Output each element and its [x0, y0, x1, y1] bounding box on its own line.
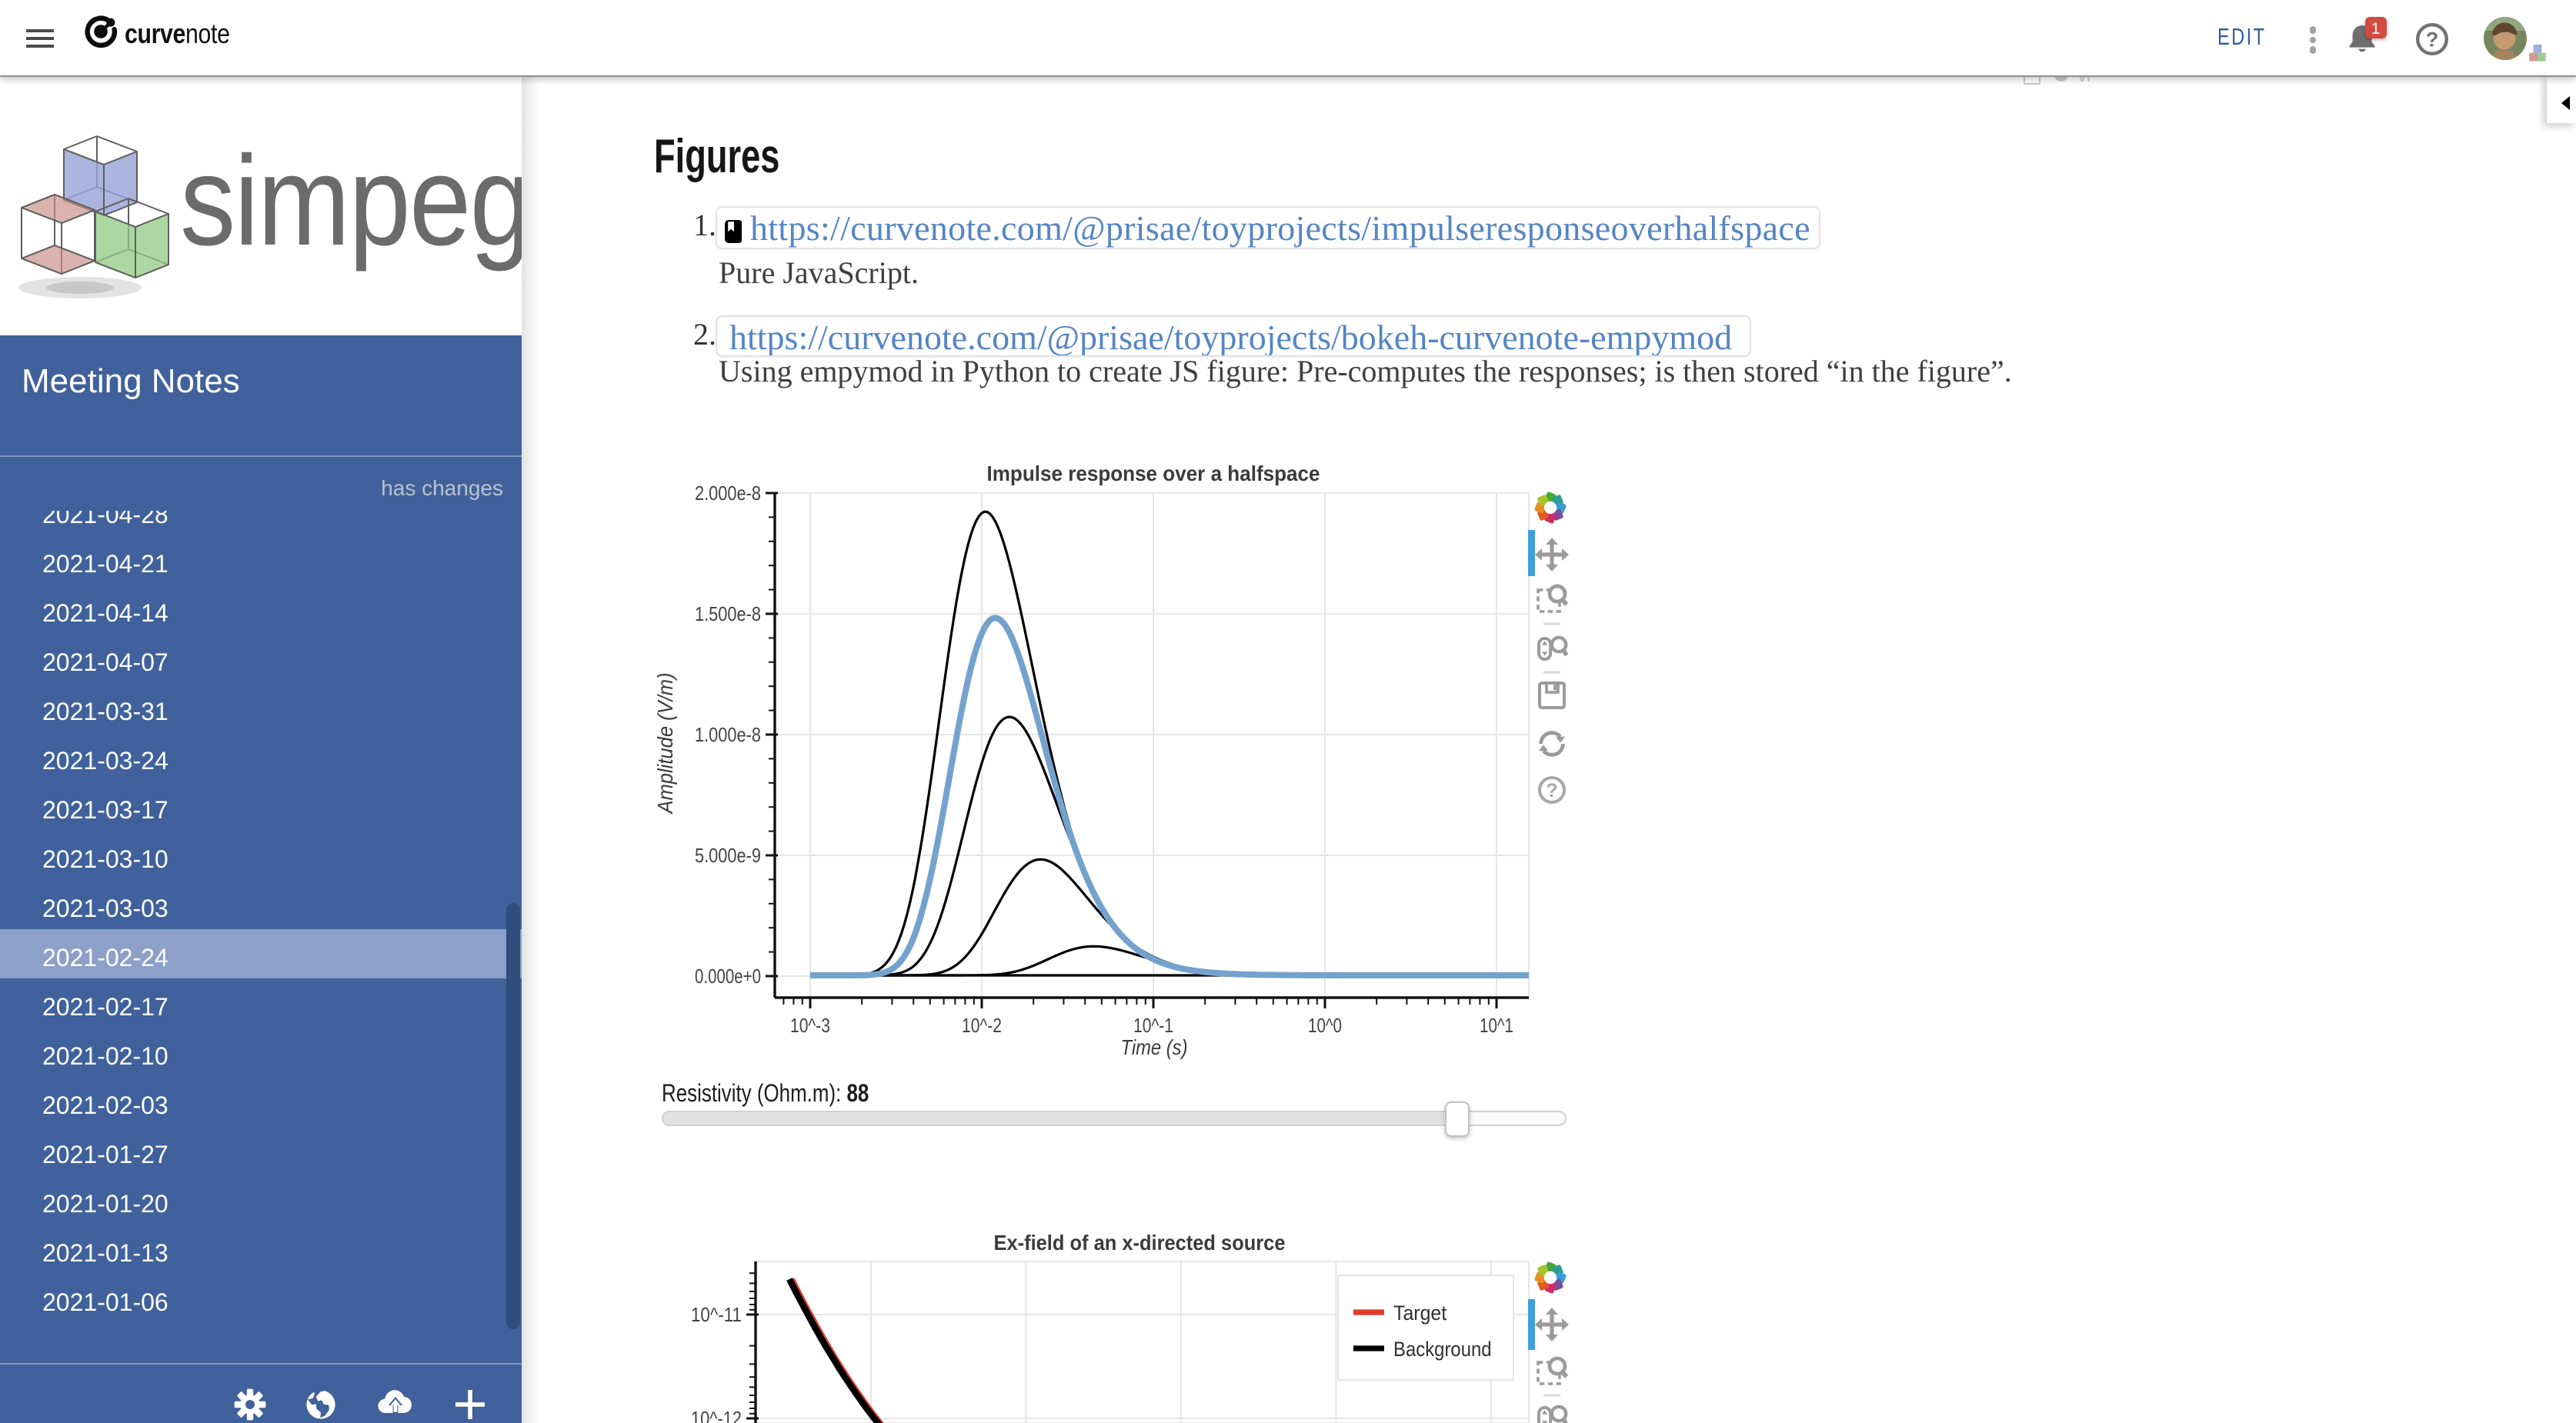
svg-text:0.000e+0: 0.000e+0 [695, 965, 761, 988]
svg-text:10^-11: 10^-11 [691, 1303, 742, 1326]
svg-text:Amplitude (V/m): Amplitude (V/m) [653, 673, 677, 815]
svg-text:10^-2: 10^-2 [962, 1014, 1002, 1037]
svg-text:10^-1: 10^-1 [1133, 1014, 1173, 1037]
svg-text:Time (s): Time (s) [1121, 1035, 1188, 1059]
svg-text:10^-12: 10^-12 [691, 1407, 742, 1423]
svg-text:10^-3: 10^-3 [790, 1014, 830, 1037]
svg-text:2.000e-8: 2.000e-8 [695, 482, 761, 505]
svg-text:10^1: 10^1 [1480, 1014, 1513, 1037]
svg-text:Background: Background [1393, 1338, 1492, 1361]
svg-text:5.000e-9: 5.000e-9 [695, 844, 761, 867]
svg-text:10^0: 10^0 [1308, 1014, 1342, 1037]
svg-text:1.000e-8: 1.000e-8 [695, 723, 761, 746]
svg-text:?: ? [2426, 28, 2439, 51]
svg-text:Ex-field of an x-directed sour: Ex-field of an x-directed source [994, 1231, 1286, 1255]
svg-text:Target: Target [1393, 1301, 1447, 1325]
svg-text:1.500e-8: 1.500e-8 [695, 602, 761, 625]
svg-text:Impulse response over a halfsp: Impulse response over a halfspace [987, 462, 1320, 485]
svg-text:?: ? [1546, 780, 1557, 801]
